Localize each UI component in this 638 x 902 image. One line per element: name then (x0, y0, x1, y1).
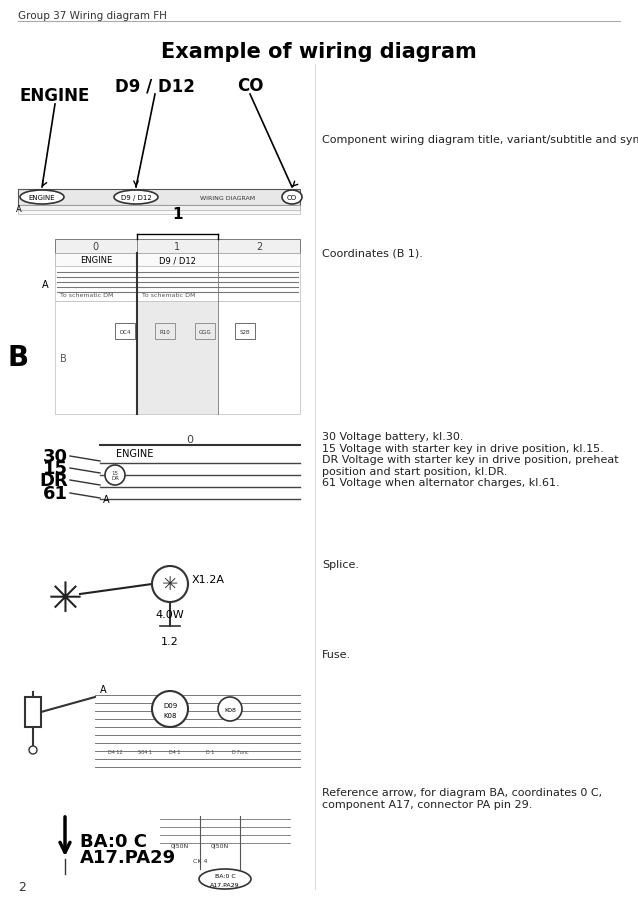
Text: 0J50N: 0J50N (171, 843, 189, 849)
Text: D09: D09 (163, 703, 177, 708)
FancyBboxPatch shape (55, 253, 300, 267)
Text: D9 / D12: D9 / D12 (159, 255, 196, 264)
Text: GGG: GGG (198, 329, 211, 334)
Text: A17.PA29: A17.PA29 (80, 848, 176, 866)
Text: 61: 61 (43, 484, 68, 502)
Text: X1.2A: X1.2A (192, 575, 225, 584)
Text: Reference arrow, for diagram BA, coordinates 0 C,
component A17, connector PA pi: Reference arrow, for diagram BA, coordin… (322, 787, 602, 809)
Text: DC4: DC4 (119, 329, 131, 334)
FancyBboxPatch shape (18, 211, 300, 215)
Text: ✳: ✳ (48, 578, 82, 621)
FancyBboxPatch shape (115, 324, 135, 340)
Text: ENGINE: ENGINE (116, 448, 154, 458)
FancyBboxPatch shape (55, 267, 300, 301)
FancyBboxPatch shape (18, 189, 300, 206)
Text: Coordinates (B 1).: Coordinates (B 1). (322, 248, 423, 258)
Text: 0: 0 (186, 435, 193, 445)
Text: 30 Voltage battery, kl.30.
15 Voltage with starter key in drive position, kl.15.: 30 Voltage battery, kl.30. 15 Voltage wi… (322, 431, 619, 488)
Text: D9 / D12: D9 / D12 (121, 195, 151, 201)
FancyBboxPatch shape (55, 301, 300, 415)
Text: ✳: ✳ (162, 575, 178, 594)
Text: A: A (103, 494, 110, 504)
Ellipse shape (114, 191, 158, 205)
Text: Group 37 Wiring diagram FH: Group 37 Wiring diagram FH (18, 11, 167, 21)
Text: S2B: S2B (240, 329, 250, 334)
Text: 2: 2 (256, 242, 262, 252)
Text: 4.0W: 4.0W (156, 610, 184, 620)
Text: DR: DR (40, 472, 68, 490)
Text: CO: CO (287, 195, 297, 201)
Text: 15
DR: 15 DR (111, 470, 119, 481)
Circle shape (152, 566, 188, 603)
FancyBboxPatch shape (155, 324, 175, 340)
Circle shape (29, 746, 37, 754)
Text: 1: 1 (174, 242, 181, 252)
Text: A17.PA29: A17.PA29 (210, 882, 240, 888)
Text: R10: R10 (160, 329, 170, 334)
Text: ENGINE: ENGINE (80, 255, 112, 264)
Text: 1.2: 1.2 (161, 636, 179, 647)
Text: B: B (8, 345, 29, 373)
Text: To schematic DM: To schematic DM (142, 292, 195, 298)
Text: WIRING DIAGRAM: WIRING DIAGRAM (200, 196, 256, 200)
Text: Example of wiring diagram: Example of wiring diagram (161, 42, 477, 62)
Text: BA:0 C: BA:0 C (214, 873, 235, 879)
Text: B: B (60, 353, 67, 364)
Text: A: A (100, 685, 107, 695)
Text: 2: 2 (18, 880, 26, 894)
Text: 15: 15 (43, 459, 68, 477)
Text: D4 1: D4 1 (169, 750, 181, 754)
FancyBboxPatch shape (195, 324, 215, 340)
Text: ENGINE: ENGINE (20, 87, 90, 105)
Text: A: A (42, 280, 49, 290)
FancyBboxPatch shape (25, 697, 41, 727)
Text: 30: 30 (43, 447, 68, 465)
Text: K08: K08 (163, 713, 177, 718)
Text: 1: 1 (172, 207, 182, 222)
Text: Component wiring diagram title, variant/subtitle and symbol.: Component wiring diagram title, variant/… (322, 135, 638, 145)
Text: Splice.: Splice. (322, 559, 359, 569)
Text: To schematic DM: To schematic DM (60, 292, 114, 298)
Text: ENGINE: ENGINE (29, 195, 56, 201)
Ellipse shape (199, 869, 251, 889)
Circle shape (218, 697, 242, 722)
Text: D9 / D12: D9 / D12 (115, 77, 195, 95)
Ellipse shape (282, 191, 302, 205)
Text: CK 4: CK 4 (193, 859, 207, 863)
FancyBboxPatch shape (137, 301, 218, 415)
Text: K08: K08 (224, 706, 236, 712)
Ellipse shape (20, 191, 64, 205)
FancyBboxPatch shape (235, 324, 255, 340)
Text: 0J50N: 0J50N (211, 843, 229, 849)
FancyBboxPatch shape (18, 206, 300, 211)
Text: D Func: D Func (232, 750, 248, 754)
FancyBboxPatch shape (55, 240, 300, 253)
Text: D 1: D 1 (206, 750, 214, 754)
Text: CO: CO (237, 77, 263, 95)
Text: S04 1: S04 1 (138, 750, 152, 754)
Circle shape (105, 465, 125, 485)
Text: A: A (16, 204, 22, 213)
Text: D4 12: D4 12 (108, 750, 122, 754)
Circle shape (152, 691, 188, 727)
Text: Fuse.: Fuse. (322, 649, 351, 659)
Text: 0: 0 (93, 242, 99, 252)
Text: BA:0 C: BA:0 C (80, 832, 147, 850)
